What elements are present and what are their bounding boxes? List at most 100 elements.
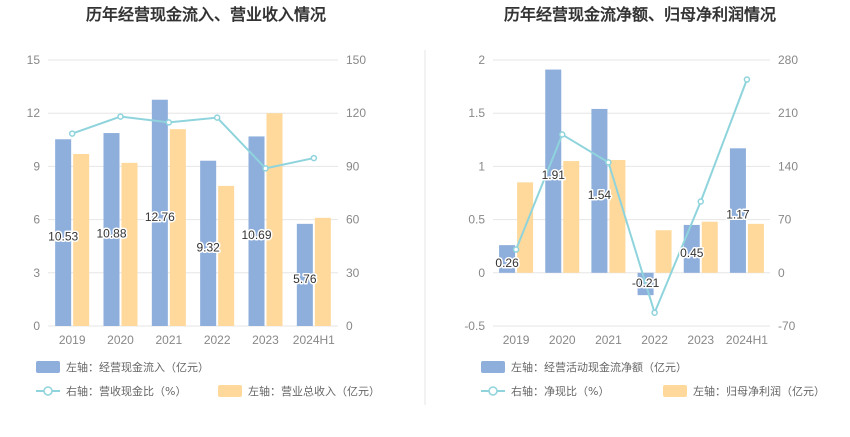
left-axis-tick-label: 6 [33, 213, 40, 227]
secondary-bar-2022 [218, 185, 235, 326]
primary-bar-2024H1 [729, 148, 746, 273]
right-axis-tick-label: 280 [778, 53, 798, 67]
bar-value-label: 1.17 [726, 208, 750, 222]
bar-value-label: 10.53 [48, 230, 78, 244]
primary-bar-2019 [499, 245, 516, 273]
legend-label[interactable]: 左轴：经营现金流入（亿元） [66, 360, 209, 374]
right-axis-tick-label: 0 [778, 266, 785, 280]
chart-title-net-cash: 历年经营现金流净额、归母净利润情况 [504, 5, 776, 24]
bar-value-label: 10.69 [241, 228, 271, 242]
secondary-bar-2019 [73, 153, 90, 326]
ratio-point-2023 [262, 165, 269, 172]
ratio-point-2023 [697, 198, 704, 205]
right-axis-tick-label: 210 [778, 106, 798, 120]
secondary-bar-2021 [169, 129, 186, 326]
right-axis-tick-label: 0 [346, 319, 353, 333]
x-axis-category-label: 2019 [59, 333, 86, 347]
bar-value-label: -0.21 [632, 276, 660, 290]
ratio-point-2019 [68, 130, 76, 137]
primary-bar-2020 [103, 133, 120, 326]
legend-label[interactable]: 左轴：营业总收入（亿元） [248, 384, 380, 398]
legend-label[interactable]: 左轴：归母净利润（亿元） [693, 384, 825, 398]
secondary-bar-2023 [701, 221, 718, 273]
primary-bar-2019 [55, 139, 72, 326]
primary-bar-2020 [545, 69, 562, 273]
cash-inflow-revenue-chart: 历年经营现金流入、营业收入情况 036912150306090120150201… [27, 5, 380, 398]
ratio-point-2022 [651, 309, 658, 316]
right-axis-tick-label: 70 [778, 213, 792, 227]
right-axis-tick-label: 150 [346, 53, 366, 67]
ratio-point-2020 [117, 113, 124, 120]
x-axis-category-label: 2019 [503, 333, 530, 347]
ratio-line [515, 79, 748, 316]
legend-line-marker [488, 386, 498, 396]
ratio-point-2022 [213, 114, 221, 121]
net-cash-profit-chart: 历年经营现金流净额、归母净利润情况 -0.5 0 0.5 1 1.5 2 -70 0 70 140… [464, 5, 825, 398]
left-axis-tick-label: -0.5 [464, 319, 485, 333]
ratio-point-2020 [559, 131, 566, 138]
primary-bar-2022 [200, 160, 217, 326]
left-axis-tick-label: 12 [27, 106, 41, 120]
right-axis-tick-label: 120 [346, 106, 366, 120]
x-axis-category-label: 2024H1 [293, 333, 335, 347]
primary-bar-2024H1 [296, 223, 313, 326]
bar-value-label: 12.76 [145, 210, 175, 224]
left-axis-tick-label: 1.5 [468, 106, 485, 120]
secondary-bar-2024H1 [747, 223, 764, 273]
ratio-point-2021 [605, 159, 612, 166]
bar-value-label: 10.88 [96, 227, 126, 241]
ratio-point-2024H1 [743, 76, 751, 83]
left-axis-tick-label: 9 [33, 159, 40, 173]
x-axis-category-label: 2022 [204, 333, 231, 347]
legend-line-marker [43, 386, 53, 396]
x-axis-category-label: 2023 [252, 333, 279, 347]
legend-label[interactable]: 右轴：营收现金比（%） [66, 384, 186, 398]
left-axis-tick-label: 0 [33, 319, 40, 333]
left-axis-tick-label: 15 [27, 53, 41, 67]
x-axis-category-label: 2020 [549, 333, 576, 347]
ratio-point-2021 [165, 119, 173, 126]
secondary-bar-2020 [563, 161, 580, 273]
x-axis-category-label: 2023 [687, 333, 714, 347]
legend-swatch [481, 361, 505, 373]
bar-value-label: 1.91 [542, 168, 566, 182]
left-axis-tick-label: 0 [478, 266, 485, 280]
bar-value-label: 9.32 [196, 240, 220, 254]
primary-bar-2023 [683, 224, 700, 273]
legend-label[interactable]: 右轴：净现比（%） [511, 384, 609, 398]
secondary-bar-2024H1 [314, 217, 331, 326]
right-axis-tick-label: 140 [778, 159, 798, 173]
left-axis-tick-label: 3 [33, 266, 40, 280]
x-axis-category-label: 2022 [641, 333, 668, 347]
legend-swatch [663, 385, 687, 397]
right-axis-tick-label: -70 [778, 319, 796, 333]
ratio-point-2019 [512, 246, 520, 253]
left-axis-tick-label: 0.5 [468, 213, 485, 227]
x-axis-category-label: 2021 [595, 333, 622, 347]
secondary-bar-2023 [266, 113, 283, 326]
bar-value-label: 1.54 [588, 188, 612, 202]
legend-label[interactable]: 左轴：经营活动现金流净额（亿元） [511, 360, 687, 374]
x-axis-category-label: 2021 [155, 333, 182, 347]
legend-swatch [218, 385, 242, 397]
bar-value-label: 0.26 [495, 256, 519, 270]
chart-title-cash-inflow: 历年经营现金流入、营业收入情况 [86, 5, 326, 24]
bar-value-label: 0.45 [680, 246, 704, 260]
primary-bar-2021 [591, 108, 608, 273]
right-axis-tick-label: 30 [346, 266, 360, 280]
secondary-bar-2020 [121, 162, 138, 326]
right-axis-tick-label: 90 [346, 159, 360, 173]
primary-bar-2021 [151, 99, 168, 327]
ratio-line [71, 115, 315, 170]
primary-bar-2023 [248, 136, 265, 326]
ratio-point-2024H1 [310, 154, 318, 162]
bar-value-label: 5.76 [293, 272, 317, 286]
x-axis-category-label: 2024H1 [726, 333, 768, 347]
legend-swatch [36, 361, 60, 373]
left-axis-tick-label: 2 [478, 53, 485, 67]
right-axis-tick-label: 60 [346, 213, 360, 227]
left-axis-tick-label: 1 [478, 159, 485, 173]
secondary-bar-2021 [609, 160, 626, 273]
